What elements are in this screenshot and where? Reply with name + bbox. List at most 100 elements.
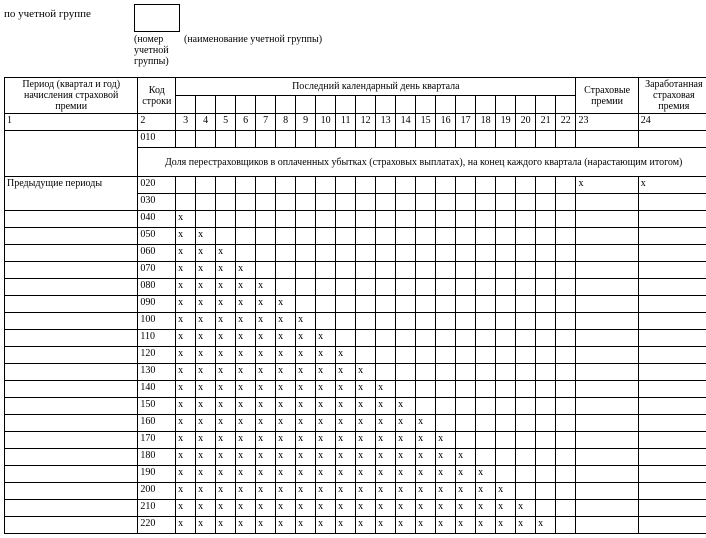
premium-cell <box>576 262 638 279</box>
day-cell <box>476 245 496 262</box>
day-cell <box>256 228 276 245</box>
day-cell <box>436 262 456 279</box>
day-cell <box>456 347 476 364</box>
row-200: 200ххххххххххххххххх <box>5 483 706 500</box>
day-cell: х <box>256 364 276 381</box>
premium-cell <box>576 211 638 228</box>
day-cell <box>296 177 316 194</box>
period-cell <box>5 500 138 517</box>
day-cell <box>456 194 476 211</box>
day-cell <box>196 177 216 194</box>
day-cell: х <box>196 364 216 381</box>
day-cell <box>396 364 416 381</box>
day-cell <box>536 449 556 466</box>
num-day-7: 7 <box>256 114 276 131</box>
row-140: 140ххххххххххх <box>5 381 706 398</box>
day-cell <box>496 466 516 483</box>
day-cell <box>556 398 576 415</box>
day-cell: х <box>356 364 376 381</box>
day-cell <box>476 211 496 228</box>
day-cell: х <box>336 449 356 466</box>
period-cell <box>5 364 138 381</box>
earned-cell <box>638 381 706 398</box>
day-cell <box>176 131 196 148</box>
day-cell <box>456 398 476 415</box>
day-cell <box>376 177 396 194</box>
day-cell <box>376 279 396 296</box>
day-cell <box>556 245 576 262</box>
day-cell <box>536 279 556 296</box>
earned-cell <box>638 228 706 245</box>
day-cell: х <box>236 500 256 517</box>
group-number-input[interactable] <box>134 4 180 32</box>
day-cell <box>276 177 296 194</box>
day-cell: х <box>256 347 276 364</box>
earned-cell <box>638 131 706 148</box>
day-cell: х <box>296 330 316 347</box>
day-cell <box>476 330 496 347</box>
day-cell: х <box>276 500 296 517</box>
day-cell: х <box>176 500 196 517</box>
day-cell <box>536 466 556 483</box>
day-cell: х <box>256 483 276 500</box>
earned-cell <box>638 500 706 517</box>
sub-header-cell: Доля перестраховщиков в оплаченных убытк… <box>138 148 706 177</box>
day-cell <box>476 131 496 148</box>
period-cell <box>5 347 138 364</box>
day-cell <box>496 296 516 313</box>
day-cell <box>436 364 456 381</box>
period-cell <box>5 131 138 177</box>
num-day-10: 10 <box>316 114 336 131</box>
day-cell <box>476 398 496 415</box>
day-cell: х <box>356 500 376 517</box>
row-090: 090хххххх <box>5 296 706 313</box>
day-cell <box>436 415 456 432</box>
row-020: Предыдущие периоды020хх <box>5 177 706 194</box>
day-cell: х <box>176 432 196 449</box>
day-cell <box>436 313 456 330</box>
earned-cell <box>638 432 706 449</box>
day-cell: х <box>296 517 316 534</box>
period-cell <box>5 245 138 262</box>
day-cell: х <box>196 262 216 279</box>
day-cell <box>376 228 396 245</box>
day-cell <box>296 131 316 148</box>
prev-periods-label: Предыдущие периоды <box>5 177 138 211</box>
day-cell <box>536 177 556 194</box>
day-cell <box>476 177 496 194</box>
code-cell: 110 <box>138 330 176 347</box>
day-cell <box>556 364 576 381</box>
earned-cell <box>638 296 706 313</box>
day-cell <box>536 432 556 449</box>
day-cell <box>336 245 356 262</box>
day-cell: х <box>236 364 256 381</box>
day-cell: х <box>196 313 216 330</box>
day-cell: х <box>536 517 556 534</box>
day-cell: х <box>296 500 316 517</box>
num-day-16: 16 <box>436 114 456 131</box>
header-row: по учетной группе <box>4 4 706 32</box>
period-cell <box>5 313 138 330</box>
day-cell: х <box>276 364 296 381</box>
day-cell <box>516 449 536 466</box>
day-cell <box>356 177 376 194</box>
day-cell <box>556 347 576 364</box>
data-table: Период (квартал и год) начисления страхо… <box>4 77 706 534</box>
day-cell: х <box>196 398 216 415</box>
day-cell <box>316 262 336 279</box>
table-body: 1234567891011121314151617181920212223240… <box>5 114 706 534</box>
day-cell: х <box>216 381 236 398</box>
day-cell: х <box>236 466 256 483</box>
day-cell <box>296 245 316 262</box>
day-cell <box>216 194 236 211</box>
day-cell: х <box>436 500 456 517</box>
day-cell <box>336 228 356 245</box>
day-cell <box>476 449 496 466</box>
day-cell: х <box>336 500 356 517</box>
earned-cell <box>638 194 706 211</box>
day-cell <box>456 262 476 279</box>
premium-cell: х <box>576 177 638 194</box>
day-cell <box>376 313 396 330</box>
day-cell <box>276 194 296 211</box>
day-cell: х <box>256 296 276 313</box>
